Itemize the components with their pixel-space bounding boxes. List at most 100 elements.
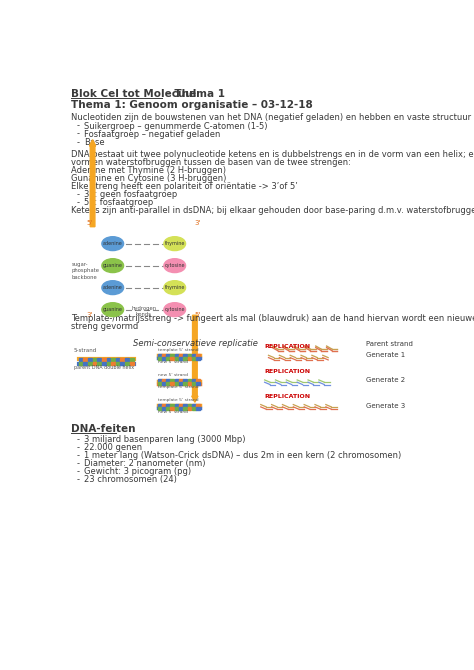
Bar — [125, 358, 129, 360]
Bar — [183, 357, 187, 360]
Bar — [158, 379, 162, 383]
Bar — [162, 357, 166, 360]
Text: Generate 1: Generate 1 — [366, 352, 405, 358]
Text: 5': 5' — [86, 220, 92, 226]
Text: adenine: adenine — [103, 241, 123, 246]
Bar — [88, 362, 92, 365]
Text: -: - — [76, 435, 79, 444]
Bar — [188, 379, 191, 383]
Bar — [192, 404, 196, 407]
Bar — [188, 383, 191, 385]
Text: -: - — [76, 138, 79, 147]
Ellipse shape — [164, 303, 186, 316]
Bar — [196, 383, 200, 385]
Bar — [111, 358, 115, 360]
Bar — [196, 354, 200, 357]
Bar — [83, 358, 87, 360]
Text: -: - — [76, 121, 79, 131]
Text: Generate 2: Generate 2 — [366, 377, 405, 383]
Bar — [175, 383, 179, 385]
Bar — [171, 357, 174, 360]
Bar — [192, 407, 196, 410]
Text: Generate 3: Generate 3 — [366, 403, 405, 409]
Bar — [183, 354, 187, 357]
Bar — [102, 358, 106, 360]
Bar — [120, 362, 124, 365]
Bar — [158, 404, 162, 407]
Bar — [175, 404, 179, 407]
Bar — [179, 404, 183, 407]
Text: template 5' strand: template 5' strand — [158, 398, 198, 402]
Bar — [162, 407, 166, 410]
Bar — [196, 407, 200, 410]
Bar — [179, 354, 183, 357]
Bar — [120, 358, 124, 360]
Text: -: - — [76, 451, 79, 460]
Text: Fosfaatgroep – negatief geladen: Fosfaatgroep – negatief geladen — [84, 129, 220, 139]
Text: 3': 3' — [195, 220, 201, 226]
Text: Diameter: 2 nanometer (nm): Diameter: 2 nanometer (nm) — [84, 459, 206, 468]
Text: sugar-
phosphate
backbone: sugar- phosphate backbone — [72, 262, 100, 279]
Text: Ketens zijn anti-parallel in dsDNA; bij elkaar gehouden door base-paring d.m.v. : Ketens zijn anti-parallel in dsDNA; bij … — [71, 206, 474, 215]
FancyArrow shape — [90, 139, 96, 226]
Bar — [166, 407, 170, 410]
Text: cytosine: cytosine — [164, 263, 185, 268]
Text: REPLICATION: REPLICATION — [265, 369, 311, 374]
Text: Template-/matrijsstreng -> fungeert als mal (blauwdruk) aan de hand hiervan word: Template-/matrijsstreng -> fungeert als … — [71, 314, 474, 324]
Text: new 5' strand: new 5' strand — [158, 410, 188, 414]
Text: streng gevormd: streng gevormd — [71, 322, 138, 332]
Ellipse shape — [164, 259, 186, 273]
Bar — [97, 362, 101, 365]
Text: 3 miljard basenparen lang (3000 Mbp): 3 miljard basenparen lang (3000 Mbp) — [84, 435, 246, 444]
Bar — [171, 383, 174, 385]
Text: Base: Base — [84, 138, 105, 147]
Bar — [116, 358, 120, 360]
Text: Suikergroep – genummerde C-atomen (1-5): Suikergroep – genummerde C-atomen (1-5) — [84, 121, 267, 131]
Text: Parent strand: Parent strand — [366, 341, 413, 347]
Bar — [171, 354, 174, 357]
Text: Gewicht: 3 picogram (pg): Gewicht: 3 picogram (pg) — [84, 467, 191, 476]
Bar — [183, 407, 187, 410]
Text: 3’ : geen fosfaatgroep: 3’ : geen fosfaatgroep — [84, 190, 177, 199]
Text: 3': 3' — [86, 312, 92, 318]
FancyArrow shape — [192, 316, 198, 402]
Bar — [188, 407, 191, 410]
Bar — [171, 379, 174, 383]
Text: 1 meter lang (Watson-Crick dsDNA) – dus 2m in een kern (2 chromosomen): 1 meter lang (Watson-Crick dsDNA) – dus … — [84, 451, 401, 460]
Bar — [192, 383, 196, 385]
Ellipse shape — [102, 281, 124, 295]
Bar — [79, 358, 82, 360]
Bar — [183, 379, 187, 383]
Bar — [158, 354, 162, 357]
Bar — [179, 357, 183, 360]
Text: -: - — [76, 467, 79, 476]
Ellipse shape — [102, 237, 124, 251]
Bar — [171, 407, 174, 410]
Text: hydrogen
bonds: hydrogen bonds — [131, 306, 156, 317]
Bar — [92, 358, 96, 360]
Text: guanine: guanine — [103, 263, 123, 268]
Bar — [188, 354, 191, 357]
Text: vormen waterstofbruggen tussen de basen van de twee strengen:: vormen waterstofbruggen tussen de basen … — [71, 157, 351, 167]
Bar — [162, 379, 166, 383]
Bar — [179, 379, 183, 383]
Bar — [188, 404, 191, 407]
Bar — [130, 362, 134, 365]
Text: -: - — [76, 475, 79, 484]
Text: -: - — [76, 129, 79, 139]
Bar — [166, 383, 170, 385]
Text: guanine: guanine — [103, 307, 123, 312]
Bar — [188, 357, 191, 360]
Bar — [158, 383, 162, 385]
Ellipse shape — [164, 281, 186, 295]
Bar — [196, 379, 200, 383]
Text: cytosine: cytosine — [164, 307, 185, 312]
Bar — [192, 354, 196, 357]
Text: template 5' strand: template 5' strand — [158, 348, 198, 352]
Text: Blok Cel tot Molecuul: Blok Cel tot Molecuul — [71, 89, 196, 99]
Bar — [179, 383, 183, 385]
Bar — [125, 362, 129, 365]
Bar — [107, 362, 110, 365]
Text: 5’ : fosfaatgroep: 5’ : fosfaatgroep — [84, 198, 153, 207]
Text: 5-strand: 5-strand — [74, 348, 97, 353]
